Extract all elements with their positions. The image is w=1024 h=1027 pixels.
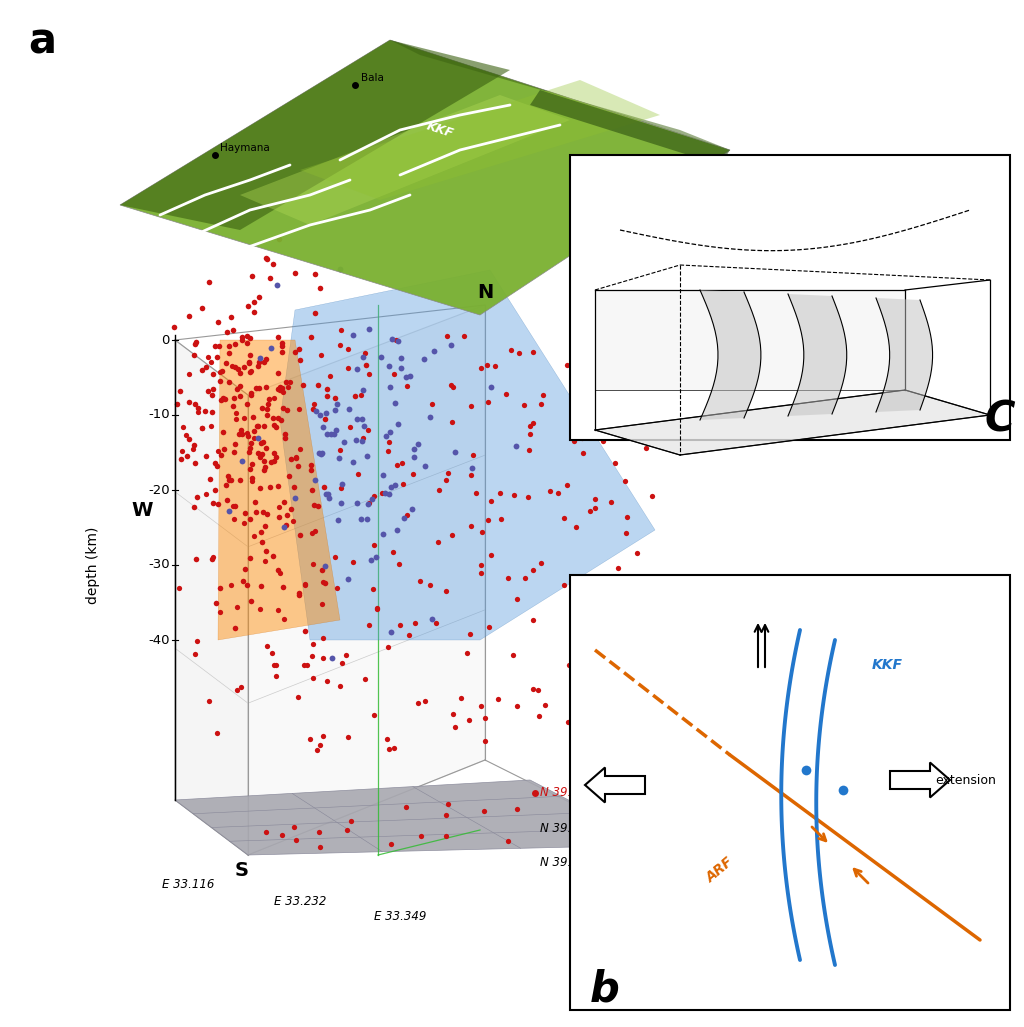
Polygon shape [595, 390, 990, 455]
Text: E: E [666, 711, 679, 729]
Text: a: a [28, 21, 56, 63]
FancyArrow shape [890, 762, 950, 798]
Bar [570, 155, 1010, 440]
Polygon shape [240, 96, 570, 225]
Polygon shape [530, 90, 730, 165]
Text: Haymana: Haymana [220, 143, 269, 153]
Text: b: b [590, 969, 620, 1011]
Polygon shape [175, 779, 655, 855]
Text: ARF: ARF [205, 239, 236, 261]
Text: -10: -10 [148, 409, 170, 421]
Text: E 33.116: E 33.116 [162, 878, 214, 891]
Polygon shape [595, 290, 905, 390]
Text: S: S [234, 861, 249, 879]
Text: Bala: Bala [361, 73, 384, 83]
Polygon shape [120, 40, 730, 315]
Bar [570, 575, 1010, 1010]
Text: E 33.349: E 33.349 [374, 910, 426, 923]
Text: -40: -40 [148, 634, 170, 647]
Text: N 39.568: N 39.568 [540, 787, 594, 799]
Text: C: C [985, 400, 1015, 441]
Text: ARF: ARF [703, 854, 736, 885]
Polygon shape [876, 298, 933, 412]
Text: depth (km): depth (km) [86, 526, 100, 604]
Polygon shape [390, 40, 730, 150]
FancyArrow shape [585, 767, 645, 802]
Polygon shape [700, 290, 761, 420]
Polygon shape [218, 340, 340, 640]
Text: 0: 0 [162, 334, 170, 346]
Text: -30: -30 [148, 559, 170, 571]
Polygon shape [248, 305, 485, 855]
Text: N 39.478: N 39.478 [540, 822, 594, 835]
Text: N 39.389: N 39.389 [540, 855, 594, 869]
Text: KKF: KKF [872, 658, 903, 672]
Text: -20: -20 [148, 484, 170, 496]
Polygon shape [788, 294, 847, 416]
Polygon shape [300, 80, 660, 200]
Text: extension: extension [935, 773, 996, 787]
Text: E 33.232: E 33.232 [273, 895, 327, 908]
Text: KKF: KKF [425, 119, 456, 141]
Polygon shape [280, 270, 655, 640]
Polygon shape [175, 340, 248, 855]
Text: W: W [131, 500, 153, 520]
Text: N: N [477, 283, 494, 303]
Polygon shape [120, 40, 510, 230]
